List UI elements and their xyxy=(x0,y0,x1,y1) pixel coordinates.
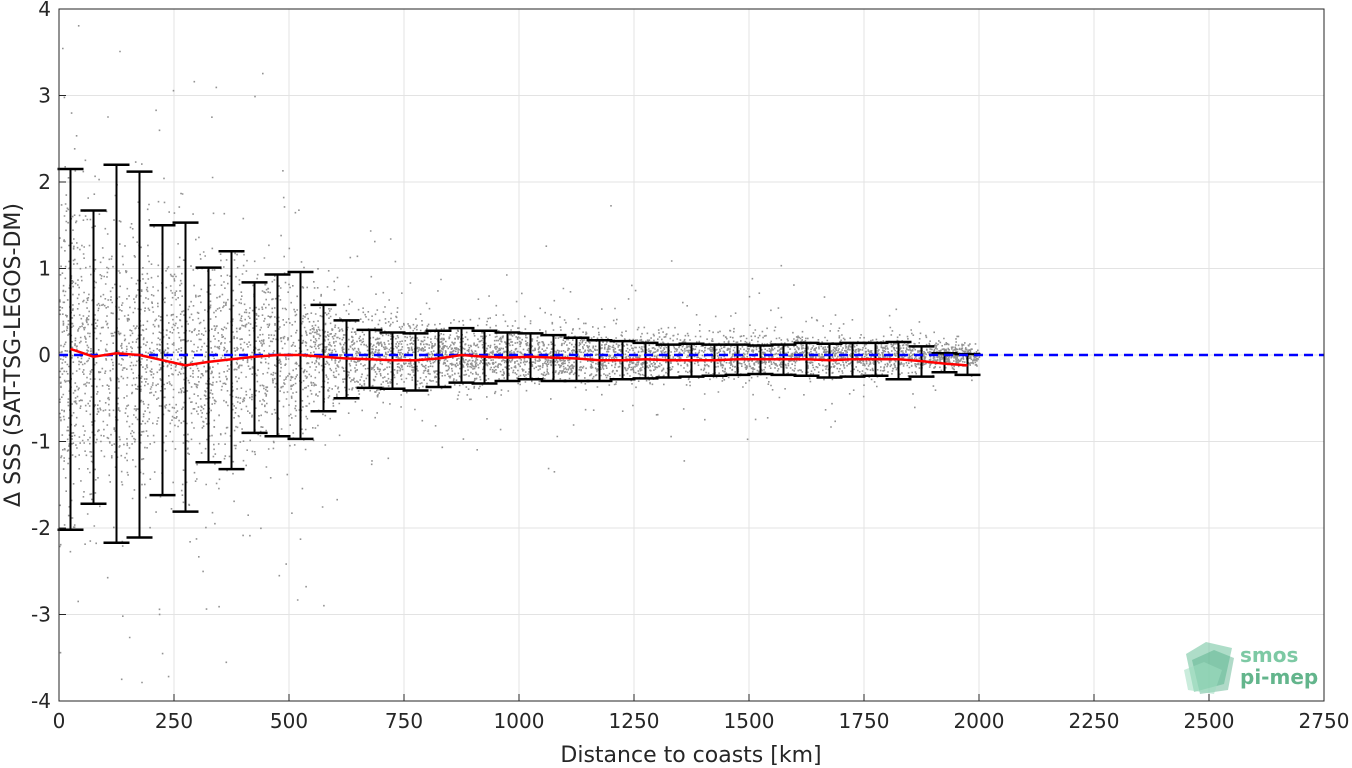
y-tick-label: 2 xyxy=(38,170,51,194)
logo-text-pi-mep: pi-mep xyxy=(1240,665,1319,689)
lines xyxy=(59,347,1324,367)
errorbar xyxy=(885,340,912,381)
errorbar xyxy=(172,221,199,513)
logo-mark-icon xyxy=(1184,642,1234,694)
y-tick-label: 1 xyxy=(38,257,51,281)
mean-line xyxy=(70,347,968,367)
x-tick-label: 1000 xyxy=(494,709,545,733)
x-tick-label: 2750 xyxy=(1299,709,1350,733)
errorbar xyxy=(195,266,222,464)
x-tick-label: 0 xyxy=(53,709,66,733)
y-tick-label: -3 xyxy=(31,603,51,627)
errorbar xyxy=(632,341,659,380)
y-tick-label: -1 xyxy=(31,430,51,454)
x-tick-label: 2250 xyxy=(1069,709,1120,733)
x-tick-label: 2000 xyxy=(954,709,1005,733)
x-tick-label: 2500 xyxy=(1184,709,1235,733)
x-tick-label: 1500 xyxy=(724,709,775,733)
y-tick-label: 4 xyxy=(38,0,51,21)
x-tick-label: 1250 xyxy=(609,709,660,733)
y-tick-label: -2 xyxy=(31,516,51,540)
logo-text-smos: smos xyxy=(1240,643,1299,667)
plot-frame xyxy=(58,8,1325,702)
x-tick-label: 750 xyxy=(385,709,423,733)
x-tick-label: 250 xyxy=(155,709,193,733)
smos-pi-mep-logo: smos pi-mep xyxy=(1184,640,1324,696)
x-tick-label: 500 xyxy=(270,709,308,733)
y-tick-label: 0 xyxy=(38,343,51,367)
y-tick-labels: -4 -3 -2 -1 0 1 2 3 4 xyxy=(31,0,51,713)
y-tick-label: -4 xyxy=(31,689,51,713)
errorbar xyxy=(310,303,337,413)
x-tick-label: 1750 xyxy=(839,709,890,733)
y-tick-label: 3 xyxy=(38,84,51,108)
y-axis-title: Δ SSS (SAT-TSG-LEGOS-DM) xyxy=(1,203,26,507)
x-axis-title: Distance to coasts [km] xyxy=(560,743,821,768)
errorbar xyxy=(402,332,429,392)
x-tick-labels: 0 250 500 750 1000 1250 1500 1750 2000 2250 2500 27… xyxy=(53,709,1350,733)
